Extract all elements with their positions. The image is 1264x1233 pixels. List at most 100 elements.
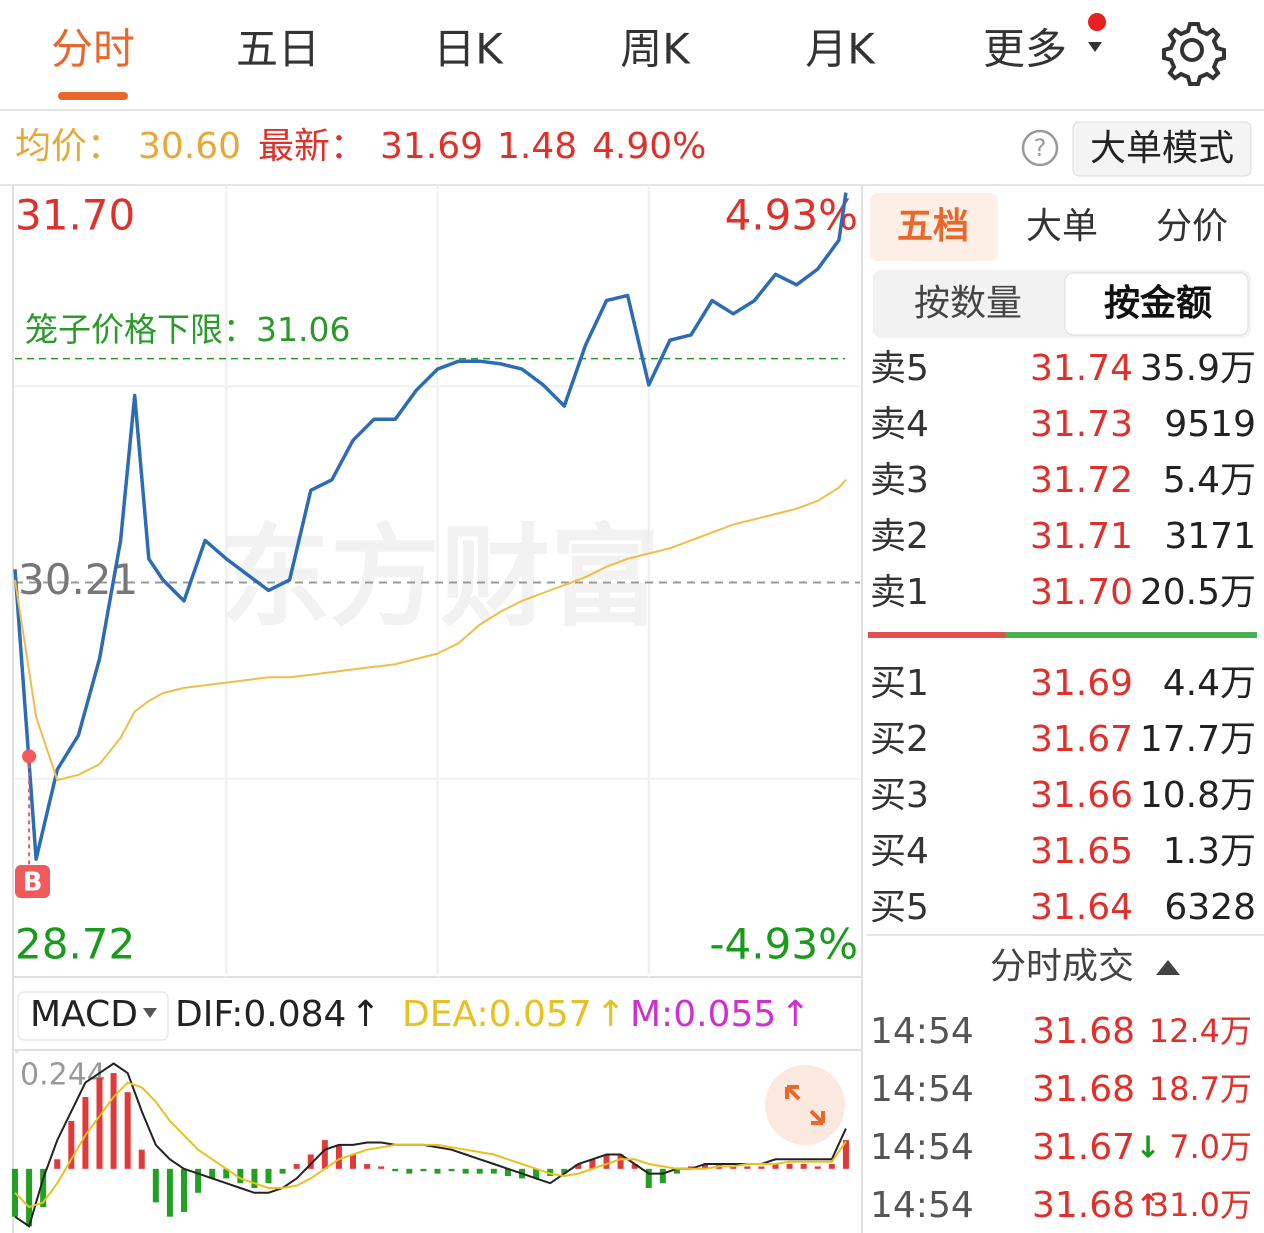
y-tick-label: 0.244	[20, 1058, 106, 1093]
book-price: 31.70	[1030, 572, 1133, 613]
help-mark: ?	[1034, 134, 1047, 162]
macd-bar	[631, 1164, 638, 1169]
macd-bar	[448, 1168, 455, 1172]
macd-bar	[307, 1154, 314, 1169]
tab[interactable]: 日K	[433, 25, 504, 74]
macd-bar	[68, 1120, 75, 1169]
trade-volume: 12.4万	[1149, 1012, 1252, 1050]
trade-arrow: ↑	[1135, 1189, 1160, 1224]
settings-icon[interactable]	[1162, 22, 1226, 86]
y2-tick-label: -4.93%	[709, 920, 858, 969]
panel-tab[interactable]: 五档	[897, 206, 969, 247]
macd-bar	[152, 1168, 159, 1203]
tab[interactable]: 五日	[236, 25, 320, 74]
macd-bar	[476, 1168, 483, 1174]
macd-bar	[279, 1168, 286, 1174]
latest-price: 31.69	[380, 126, 483, 167]
toggle[interactable]: 按数量	[914, 283, 1022, 324]
toggle[interactable]: 按金额	[1104, 282, 1212, 324]
book-price: 31.73	[1030, 404, 1133, 445]
macd-bar	[575, 1164, 582, 1169]
indicator-caret	[143, 1008, 157, 1018]
help-icon[interactable]	[1021, 129, 1059, 167]
toggle-active	[1064, 272, 1249, 336]
trade-price: 31.68	[1032, 1069, 1135, 1110]
legend-entry: DIF:0.084	[175, 994, 346, 1035]
macd-bar	[166, 1168, 173, 1217]
book-label: 买5	[870, 887, 929, 928]
book-label: 卖1	[870, 572, 929, 613]
macd-bar	[814, 1166, 821, 1169]
ratio-bar-ask	[868, 632, 1006, 638]
tab[interactable]: 分时	[51, 25, 135, 74]
limit-label: 笼子价格下限：31.06	[25, 310, 350, 349]
macd-bar	[504, 1168, 511, 1177]
mode-button[interactable]	[1072, 121, 1252, 177]
book-volume: 5.4万	[1163, 460, 1256, 501]
panel-tab[interactable]: 大单	[1026, 206, 1098, 247]
book-price: 31.66	[1030, 775, 1133, 816]
legend-trend: ↑	[350, 994, 380, 1035]
macd-bar	[237, 1168, 244, 1184]
macd-line	[14, 1062, 847, 1228]
macd-bar	[82, 1097, 89, 1169]
avg-price: 30.60	[138, 126, 241, 167]
book-volume: 1.3万	[1163, 831, 1256, 872]
buy-marker-label: B	[23, 868, 43, 898]
macd-bar	[378, 1166, 385, 1169]
macd-bar	[462, 1168, 469, 1174]
expand-button[interactable]	[765, 1065, 845, 1145]
book-volume: 20.5万	[1140, 572, 1256, 613]
indicator-select[interactable]	[17, 991, 169, 1041]
collapse-caret	[1156, 960, 1180, 975]
trades-title[interactable]: 分时成交	[990, 946, 1134, 987]
change-pct: 4.90%	[592, 126, 706, 167]
macd-line	[14, 1081, 847, 1209]
dropdown-caret	[1088, 42, 1102, 52]
tab[interactable]: 更多	[983, 25, 1067, 74]
watermark: 东方财富	[220, 513, 660, 641]
macd-bar	[800, 1164, 807, 1169]
book-price: 31.69	[1030, 663, 1133, 704]
macd-bar	[547, 1168, 554, 1177]
book-volume: 17.7万	[1140, 719, 1256, 760]
macd-bar	[251, 1168, 258, 1188]
macd-bar	[54, 1159, 61, 1169]
macd-bar	[645, 1168, 652, 1188]
avg-label: 均价：	[15, 126, 123, 167]
book-label: 卖3	[870, 460, 929, 501]
y-tick-label: 30.21	[18, 555, 138, 604]
trade-volume: 18.7万	[1149, 1070, 1252, 1108]
macd-bar	[195, 1168, 202, 1193]
macd-bar	[659, 1168, 666, 1184]
tab-underline	[58, 92, 128, 100]
macd-bar	[406, 1168, 413, 1174]
macd-bar	[96, 1077, 103, 1169]
macd-bar	[40, 1168, 47, 1208]
macd-bar	[772, 1164, 779, 1169]
indicator-title: MACD	[30, 994, 138, 1035]
tab[interactable]: 月K	[805, 25, 876, 74]
trade-time: 14:54	[870, 1069, 974, 1110]
panel-tab[interactable]: 分价	[1156, 206, 1228, 247]
macd-bar	[392, 1168, 399, 1172]
trade-time: 14:54	[870, 1011, 974, 1052]
macd-bar	[533, 1168, 540, 1179]
legend-entry: M:0.055	[630, 994, 776, 1035]
trade-time: 14:54	[870, 1127, 974, 1168]
macd-bar	[842, 1140, 849, 1169]
mode-button-label: 大单模式	[1090, 128, 1234, 169]
legend-entry: DEA:0.057	[402, 994, 592, 1035]
macd-bar	[110, 1073, 117, 1169]
trade-time: 14:54	[870, 1185, 974, 1226]
book-price: 31.74	[1030, 348, 1133, 389]
tab[interactable]: 周K	[620, 25, 691, 74]
buy-marker-dot	[22, 749, 37, 764]
macd-bar	[321, 1140, 328, 1169]
book-price: 31.65	[1030, 831, 1133, 872]
trade-price: 31.68	[1032, 1011, 1135, 1052]
macd-bar	[561, 1168, 568, 1174]
macd-bar	[138, 1149, 145, 1169]
macd-bar	[617, 1154, 624, 1169]
book-volume: 10.8万	[1140, 775, 1256, 816]
